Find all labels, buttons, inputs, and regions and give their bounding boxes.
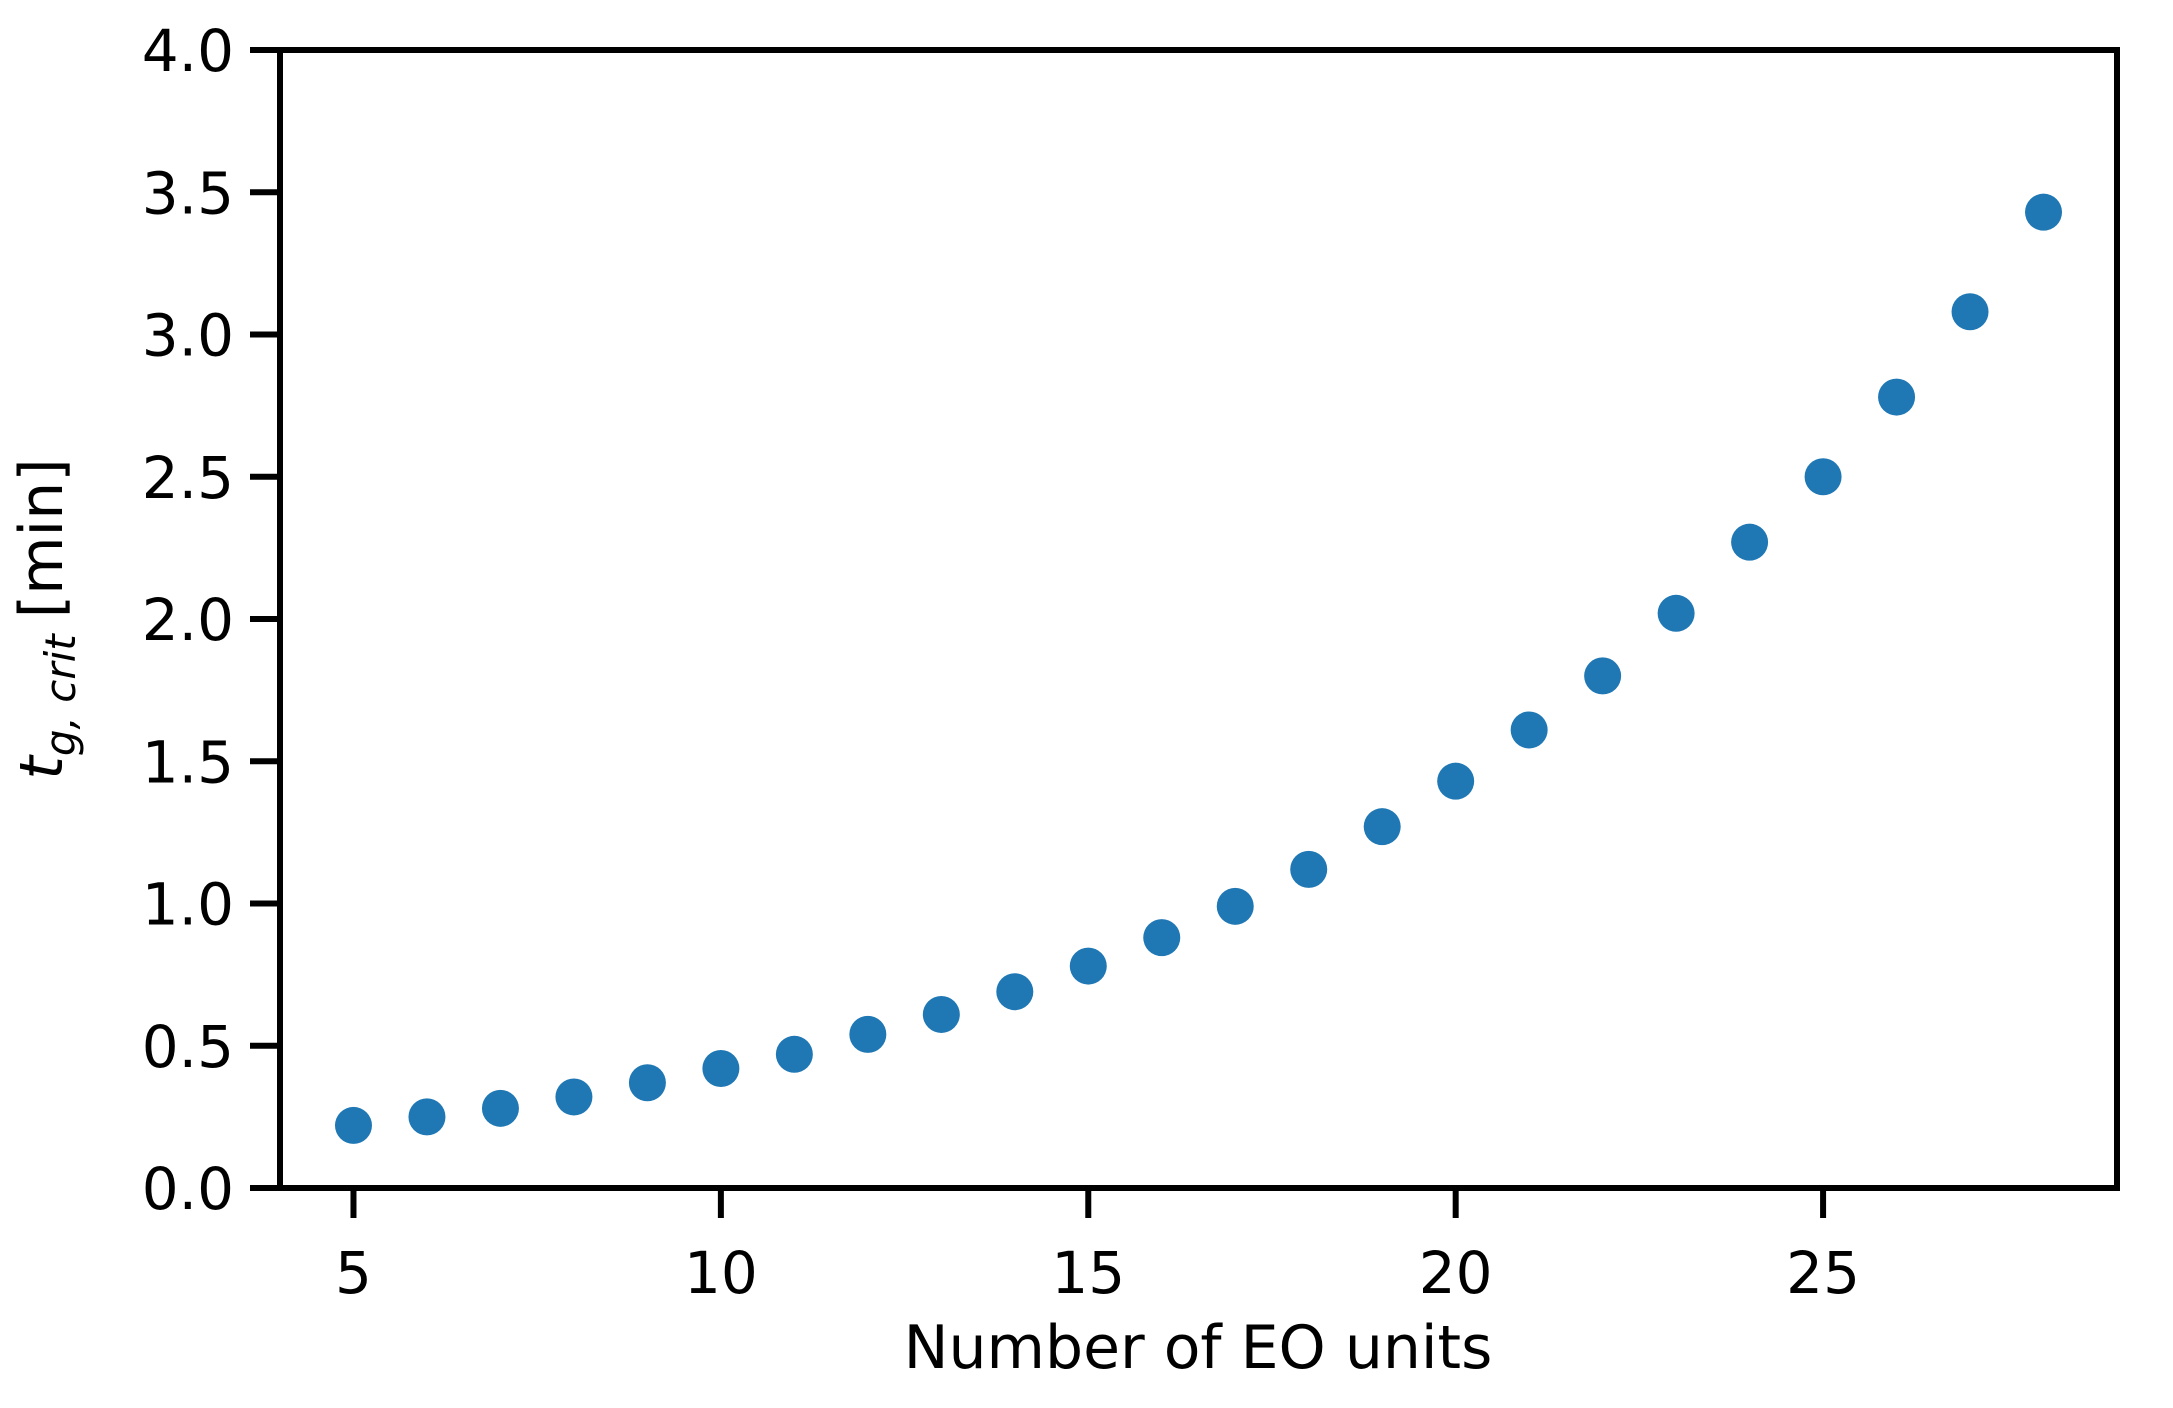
- data-point: [408, 1098, 446, 1136]
- data-point: [1363, 808, 1401, 846]
- data-point: [1216, 887, 1254, 925]
- data-point: [922, 995, 960, 1033]
- y-tick-label: 0.5: [142, 1013, 234, 1081]
- data-point: [555, 1078, 593, 1116]
- y-tick-label: 2.0: [142, 586, 234, 654]
- data-point: [481, 1089, 519, 1127]
- data-point: [1437, 762, 1475, 800]
- y-tick-label: 3.5: [142, 159, 234, 227]
- x-tick-label: 20: [1419, 1239, 1493, 1307]
- x-tick-label: 25: [1786, 1239, 1860, 1307]
- data-point: [1510, 711, 1548, 749]
- data-point: [1878, 378, 1916, 416]
- data-point: [1951, 293, 1989, 331]
- y-tick-label: 2.5: [142, 444, 234, 512]
- y-label-subscript: g, crit: [36, 633, 85, 756]
- y-label-unit: [min]: [7, 458, 77, 618]
- axes-frame-layer: [277, 47, 2120, 1191]
- y-tick-label: 3.0: [142, 302, 234, 370]
- y-tick-label: 0.0: [142, 1155, 234, 1223]
- data-point: [1584, 657, 1622, 695]
- data-point: [2025, 193, 2063, 231]
- data-point-layer: [334, 193, 2063, 1144]
- data-point: [1731, 523, 1769, 561]
- x-tick-label: 15: [1051, 1239, 1125, 1307]
- x-axis-label: Number of EO units: [904, 1313, 1493, 1383]
- data-point: [849, 1015, 887, 1053]
- y-tick-label: 1.5: [142, 728, 234, 796]
- data-point: [996, 973, 1034, 1011]
- x-tick-label: 5: [335, 1239, 372, 1307]
- data-point: [775, 1035, 813, 1073]
- data-point: [1657, 594, 1695, 632]
- y-label-symbol: t: [7, 754, 77, 780]
- data-point: [334, 1106, 372, 1144]
- y-axis-label: tg, crit [min]: [7, 458, 85, 779]
- x-tick-label: 10: [684, 1239, 758, 1307]
- y-tick-label: 4.0: [142, 17, 234, 85]
- data-point: [702, 1050, 740, 1088]
- axes-frame: [277, 47, 2120, 1191]
- data-point: [628, 1064, 666, 1102]
- tick-layer: 5 10 15 20 25 0.0 0.5 1.0 1.5 2.0 2.5 3.0 3.5 4.0: [142, 17, 1860, 1307]
- data-point: [1290, 850, 1328, 888]
- data-point: [1069, 947, 1107, 985]
- data-point: [1804, 458, 1842, 496]
- data-point: [1143, 919, 1181, 957]
- y-tick-label: 1.0: [142, 871, 234, 939]
